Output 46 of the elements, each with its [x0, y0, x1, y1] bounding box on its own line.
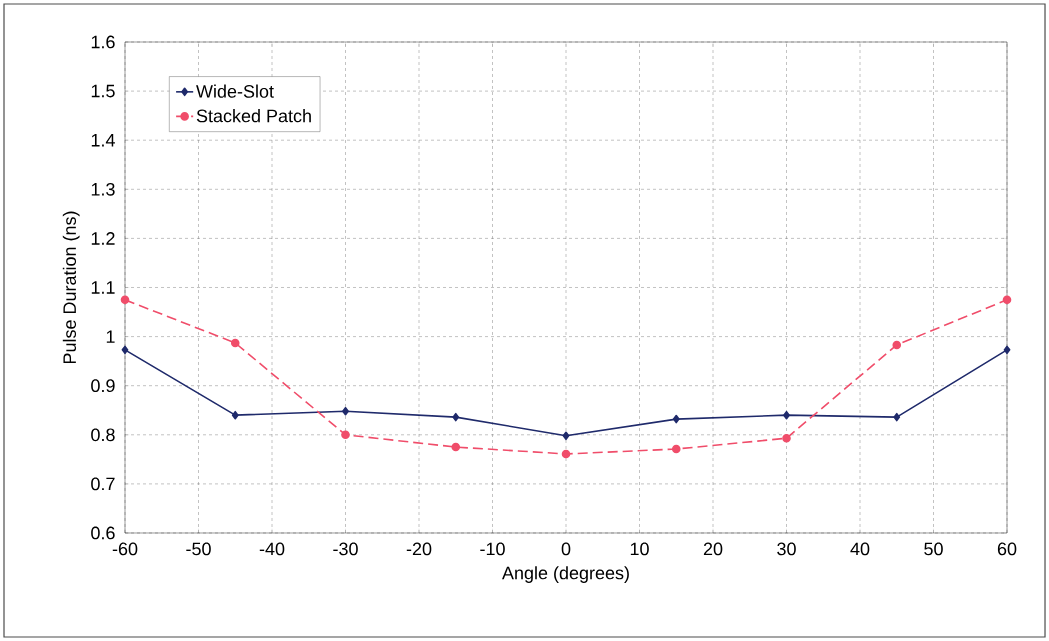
- x-tick-label: 10: [630, 542, 649, 556]
- point: [892, 340, 902, 350]
- point: [231, 410, 239, 420]
- x-tick-label: 40: [850, 542, 870, 556]
- point: [342, 406, 349, 416]
- y-tick-label: 1.2: [91, 232, 115, 245]
- x-tick-label: -30: [333, 542, 358, 556]
- x-tick-label: -20: [406, 542, 432, 556]
- point: [120, 295, 130, 305]
- x-tick-label: -10: [480, 542, 505, 556]
- point: [782, 433, 791, 443]
- point: [1003, 345, 1011, 355]
- legend-label: Stacked Patch: [196, 109, 311, 123]
- y-tick-label: 1.1: [91, 281, 115, 294]
- y-tick-label: 0.6: [91, 526, 115, 540]
- y-tick-label: 0.8: [91, 428, 115, 442]
- y-axis-title: Pulse Duration (ns): [62, 211, 80, 364]
- x-tick-label: -50: [186, 542, 211, 556]
- x-tick-label: 50: [924, 542, 943, 556]
- point: [121, 345, 129, 355]
- y-tick-label: 0.7: [91, 477, 115, 491]
- y-tick-label: 1.3: [91, 182, 115, 196]
- x-tick-label: 30: [777, 542, 796, 556]
- legend-label: Wide-Slot: [196, 84, 274, 98]
- x-tick-label: -40: [259, 542, 285, 556]
- point: [452, 412, 460, 422]
- point: [562, 431, 570, 441]
- y-tick-label: 0.9: [91, 379, 115, 393]
- x-tick-label: 60: [997, 542, 1017, 556]
- point: [671, 444, 681, 454]
- point: [341, 430, 350, 440]
- x-tick-label: -60: [112, 542, 138, 556]
- y-tick-label: 1.5: [91, 84, 115, 98]
- x-tick-label: 0: [561, 542, 571, 556]
- point: [561, 449, 571, 459]
- point: [1002, 295, 1012, 305]
- y-tick-label: 1.4: [91, 134, 115, 147]
- point: [893, 412, 901, 422]
- x-axis-title: Angle (degrees): [502, 566, 629, 583]
- point: [230, 338, 240, 348]
- x-tick-label: 20: [703, 542, 723, 556]
- point: [783, 410, 790, 420]
- y-tick-label: 1.6: [91, 35, 115, 49]
- point: [672, 414, 680, 424]
- point: [451, 442, 461, 452]
- y-tick-label: 1: [106, 330, 115, 343]
